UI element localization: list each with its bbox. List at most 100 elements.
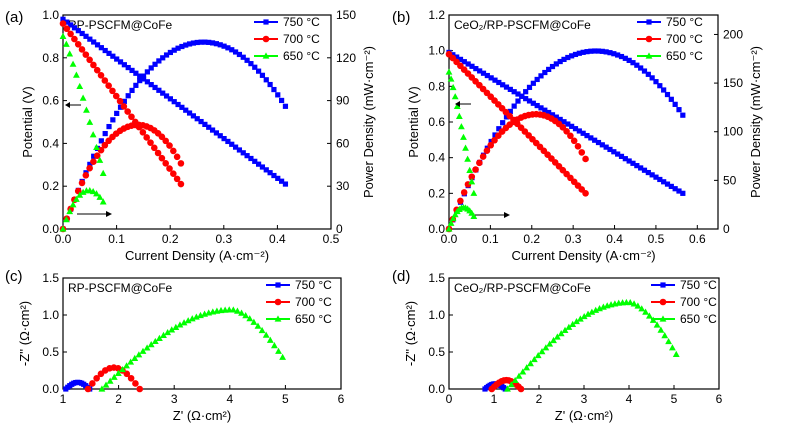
iv-point	[584, 132, 590, 139]
iv-point	[98, 45, 104, 51]
x-tick-label: 0.0	[441, 232, 458, 246]
y-tick-label: 0.8	[428, 79, 445, 93]
iv-point	[453, 102, 461, 109]
impedance-point	[188, 315, 196, 322]
impedance-point	[106, 377, 114, 384]
power-point	[476, 159, 483, 167]
power-point	[163, 52, 170, 58]
x-tick-label: 0.4	[606, 232, 623, 246]
power-point	[657, 83, 663, 89]
power-point	[588, 48, 594, 54]
x-tick-label: 4	[226, 392, 233, 406]
power-point	[649, 75, 655, 81]
power-point	[282, 103, 289, 109]
iv-point	[263, 167, 269, 173]
iv-point	[147, 139, 154, 146]
impedance-point	[135, 351, 143, 358]
power-point	[615, 52, 621, 58]
power-point	[457, 197, 464, 205]
impedance-point	[184, 317, 192, 324]
impedance-point	[523, 364, 531, 371]
x-axis-label: Z' (Ω·cm²)	[173, 408, 231, 423]
impedance-point	[661, 332, 669, 339]
power-point	[468, 173, 476, 181]
power-point	[140, 73, 147, 79]
iv-point	[66, 50, 74, 57]
power-point	[534, 76, 540, 83]
impedance-point	[102, 381, 110, 388]
power-point	[225, 45, 231, 51]
power-point	[634, 62, 640, 68]
iv-point	[229, 141, 235, 147]
power-point	[275, 92, 281, 98]
power-point	[582, 155, 589, 163]
impedance-point	[262, 331, 270, 338]
x-tick-label: 6	[338, 392, 345, 406]
x-tick-label: 0.3	[215, 232, 232, 246]
iv-point	[634, 163, 640, 169]
impedance-point	[254, 322, 262, 329]
iv-point	[244, 153, 250, 159]
iv-point	[599, 142, 605, 148]
panel-title: CeO₂/RP-PSCFM@CoFe	[454, 281, 591, 295]
impedance-point	[151, 337, 159, 345]
iv-point	[542, 107, 548, 113]
impedance-point	[176, 321, 184, 328]
x-tick-label: 5	[282, 392, 289, 406]
impedance-point	[123, 362, 130, 369]
y-tick-label: 0.0	[42, 222, 59, 236]
power-point	[97, 146, 105, 154]
x-tick-label: 0.2	[162, 232, 179, 246]
power-point	[194, 39, 200, 46]
power-point	[186, 41, 193, 47]
iv-point	[86, 118, 94, 125]
power-point	[179, 43, 185, 50]
panel-label: (d)	[392, 268, 410, 285]
power-point	[160, 55, 166, 61]
impedance-point	[557, 330, 565, 337]
power-point	[59, 225, 67, 232]
x-tick-label: 0	[446, 392, 453, 406]
power-point	[248, 61, 254, 67]
impedance-point	[507, 381, 515, 388]
iv-point	[557, 116, 563, 123]
iv-point	[91, 39, 97, 45]
iv-point	[83, 33, 89, 39]
iv-point	[588, 135, 594, 141]
impedance-point	[517, 385, 525, 393]
y-tick-label: 0.0	[428, 222, 445, 236]
power-point	[584, 49, 590, 55]
impedance-point	[131, 354, 139, 362]
power-point	[626, 57, 632, 63]
power-point	[117, 104, 124, 110]
impedance-point	[576, 315, 584, 322]
iv-point	[657, 176, 663, 183]
iv-point	[194, 116, 200, 122]
iv-point	[582, 190, 589, 197]
iv-point	[167, 96, 173, 102]
iv-point	[114, 56, 120, 62]
iv-point	[466, 166, 474, 173]
impedance-point	[127, 374, 135, 382]
iv-point	[603, 144, 609, 150]
iv-point	[592, 137, 598, 143]
power-point	[114, 110, 120, 117]
right-arrow-head	[504, 212, 510, 218]
power-point	[492, 132, 498, 138]
y-tick-label: 0.4	[428, 151, 445, 165]
impedance-point	[546, 340, 554, 347]
power-point	[496, 126, 502, 132]
power-point	[491, 136, 498, 144]
y-tick-label: 1.2	[428, 8, 445, 22]
legend-label: 700 °C	[666, 32, 703, 46]
iv-point	[461, 59, 467, 65]
iv-point	[87, 36, 93, 42]
power-point	[574, 143, 582, 150]
iv-point	[255, 161, 262, 167]
power-point	[507, 108, 513, 114]
power-point	[618, 53, 625, 60]
power-point	[217, 42, 223, 48]
iv-point	[680, 190, 686, 196]
impedance-point	[242, 312, 250, 319]
iv-point	[106, 50, 112, 56]
